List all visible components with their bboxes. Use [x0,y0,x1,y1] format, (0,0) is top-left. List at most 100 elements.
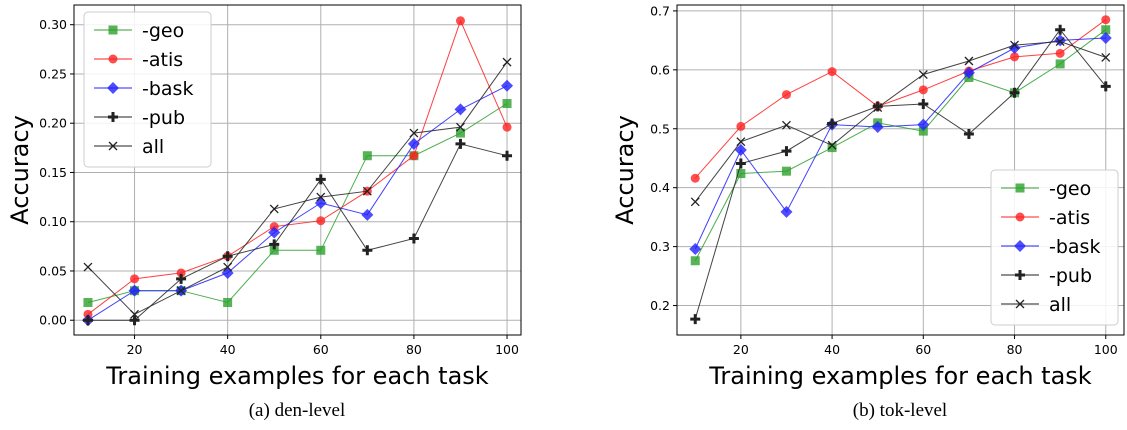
data-point [964,56,974,66]
data-point [917,118,930,131]
x-axis-label: Training examples for each task [105,362,489,390]
data-point [918,99,929,109]
data-point [781,90,791,100]
data-point [454,103,467,116]
y-tick-label: 0.30 [39,17,67,32]
data-point [1101,52,1111,62]
data-point [315,174,326,185]
legend-marker [1015,270,1025,280]
legend: -geo -atis -bask -pub all [990,169,1119,326]
data-point [734,143,747,156]
legend-label: all [142,136,164,158]
series-line [87,19,508,315]
data-point [456,122,465,132]
legend-label: -geo [1049,178,1091,200]
legend-label: -bask [1049,236,1100,258]
data-point [314,197,327,209]
data-point [455,138,466,149]
data-point [1055,37,1065,46]
legend-label: -pub [1049,265,1092,287]
data-point [1010,40,1019,50]
data-point [130,274,140,284]
legend-marker [1015,183,1025,193]
data-point [736,137,746,147]
y-tick-label: 0.15 [39,165,67,180]
y-tick-label: 0.6 [650,62,670,77]
y-axis-label: Accuracy [611,115,639,225]
data-point [269,204,279,214]
legend-box [83,11,212,168]
data-point [82,315,93,326]
data-point [502,150,513,161]
series-line [694,37,1106,250]
data-point [918,70,928,79]
legend-marker [107,82,119,94]
data-point [223,262,233,272]
legend: -geo -atis -bask -pub all [83,11,212,168]
data-point [918,85,928,95]
data-point [1055,24,1066,35]
data-point [736,169,746,179]
x-tick-label: 80 [1007,342,1023,357]
data-point [409,128,419,138]
series-pub [82,138,513,326]
y-tick-label: 0.4 [650,180,670,195]
data-point [827,67,837,77]
data-point [873,103,883,112]
data-point [316,245,326,255]
legend-label: -bask [142,78,193,100]
data-point [963,129,974,140]
data-point [268,226,281,239]
legend-label: -atis [142,49,183,71]
chart-den-level: 20 40 60 80 100 0.00 0.05 0.10 0.15 0.20 0.25 0.30 -… [6,4,522,421]
data-point [735,158,746,169]
data-point [827,140,837,150]
legend-marker [108,54,118,64]
y-tick-label: 0.3 [650,239,670,254]
series-atis [690,15,1111,183]
data-point [176,286,186,296]
y-tick-label: 0.7 [650,3,670,18]
data-point [690,314,701,325]
series-line [694,29,1107,262]
series-all [83,57,512,319]
x-tick-label: 60 [915,342,931,357]
data-point [689,242,702,255]
data-point [502,122,512,132]
legend-marker [108,112,118,122]
data-point [1008,42,1021,55]
ticks: 20 40 60 80 100 0.2 0.3 0.4 0.5 0.6 0.7 [650,3,1118,357]
series-line [87,61,508,315]
legend-label: -geo [142,20,184,42]
data-point [780,205,793,218]
x-tick-label: 40 [824,342,840,357]
data-point [1055,48,1065,58]
data-point [130,309,139,319]
x-tick-label: 100 [1094,342,1118,357]
data-point [1055,59,1065,69]
y-tick-label: 0.20 [39,116,67,131]
data-point [781,166,791,176]
data-point [83,297,93,307]
caption: (b) tok-level [853,400,947,421]
data-point [222,251,233,262]
data-point [361,208,374,221]
series-pub [690,24,1111,325]
data-point [502,99,512,109]
legend-box [990,169,1119,326]
y-axis-label: Accuracy [6,115,34,225]
legend-marker [108,25,118,35]
data-point [690,173,700,183]
data-point [223,297,233,307]
x-tick-label: 60 [313,342,329,357]
y-tick-label: 0.2 [650,298,670,313]
plot-frame [73,4,522,336]
x-tick-label: 20 [733,342,749,357]
data-point [455,16,465,26]
data-point [827,143,837,153]
data-point [455,128,465,138]
series-line [694,28,1107,320]
legend-label: all [1049,294,1071,316]
data-point [871,120,884,133]
